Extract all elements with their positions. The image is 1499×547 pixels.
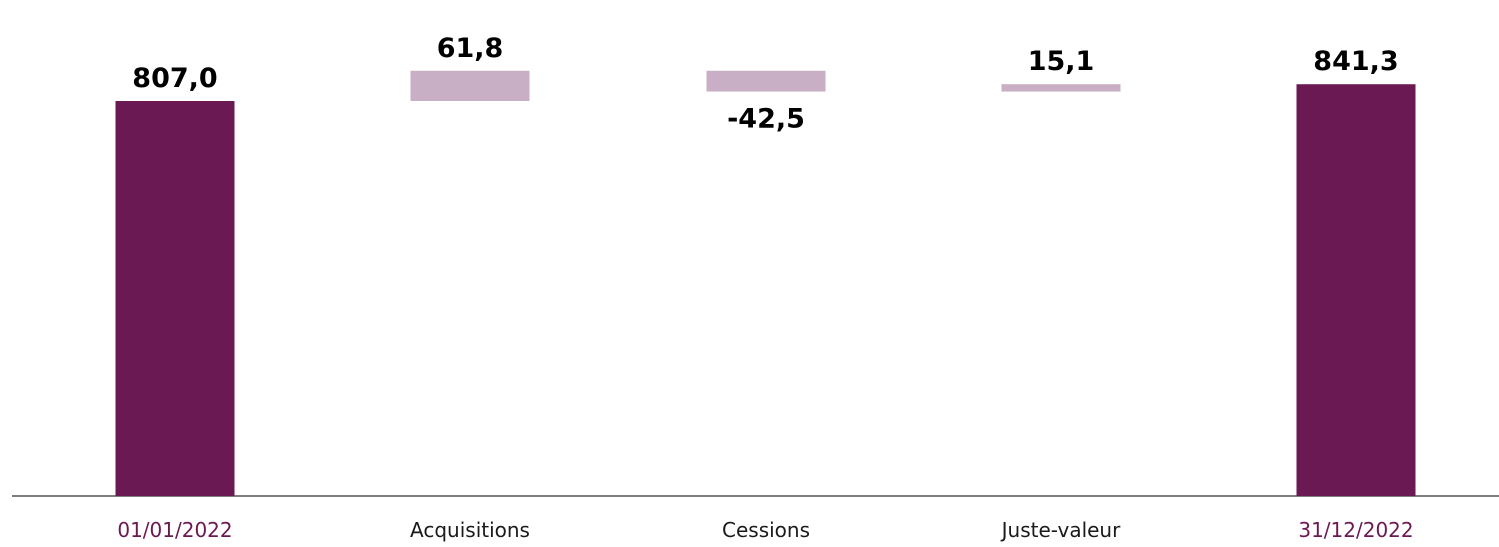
- bars-layer: [115, 70, 1416, 496]
- value-label-01-01-2022: 807,0: [132, 63, 217, 94]
- value-label-cessions: -42,5: [727, 104, 805, 135]
- value-label-acquisitions: 61,8: [437, 33, 504, 64]
- value-label-31-12-2022: 841,3: [1313, 46, 1398, 77]
- category-labels-layer: 01/01/2022 Acquisitions Cessions Juste-vale…: [117, 518, 1413, 542]
- bar-01-01-2022: [115, 101, 235, 496]
- category-label-31-12-2022: 31/12/2022: [1298, 518, 1413, 542]
- category-label-juste-valeur: Juste-valeur: [1000, 518, 1121, 542]
- category-label-cessions: Cessions: [722, 518, 810, 542]
- bar-31-12-2022: [1296, 84, 1416, 496]
- bar-juste-valeur: [1001, 84, 1121, 92]
- category-label-acquisitions: Acquisitions: [410, 518, 530, 542]
- category-label-01-01-2022: 01/01/2022: [117, 518, 232, 542]
- bar-cessions: [706, 70, 826, 92]
- bar-acquisitions: [410, 70, 530, 101]
- value-label-juste-valeur: 15,1: [1028, 46, 1095, 77]
- value-labels-layer: 807,0 61,8 -42,5 15,1 841,3: [132, 33, 1398, 135]
